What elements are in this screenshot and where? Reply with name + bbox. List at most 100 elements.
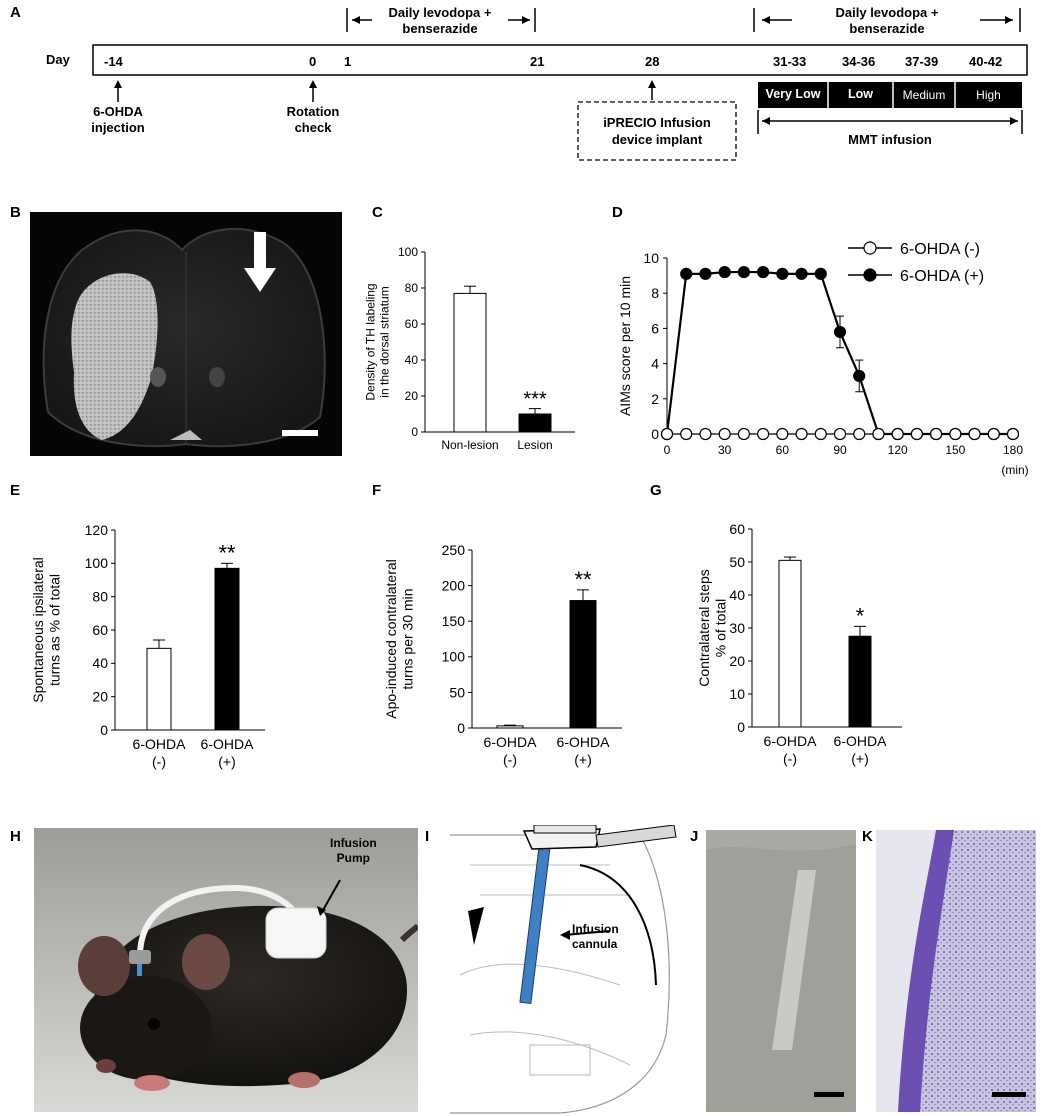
day-31-33: 31-33 <box>773 54 807 69</box>
k-scale-bar <box>992 1092 1026 1097</box>
chart-e-spontaneous: 0 20 40 60 80 100 120 Spontaneous ipsilateraltu… <box>30 522 265 770</box>
panel-label-h: H <box>10 828 21 845</box>
pump-pointer <box>321 879 341 913</box>
chart-c-bar-0 <box>453 292 487 433</box>
chart-c-category-1: Lesion <box>517 438 552 452</box>
chart-e-ytick-label-6: 120 <box>85 522 109 538</box>
mmt-arrowhead-left <box>762 117 770 125</box>
panel-label-e: E <box>10 482 21 499</box>
chart-f-ytick-label-0: 0 <box>457 720 465 736</box>
chart-c-ytick-label-3: 60 <box>405 317 419 331</box>
bracket1-label: Daily levodopa + benserazide <box>375 5 505 37</box>
chart-e-category-0: 6-OHDA (-) <box>133 736 187 770</box>
chart-e-category-1: 6-OHDA (+) <box>201 736 255 770</box>
panel-label-i: I <box>425 828 430 845</box>
chart-d-point-1-7 <box>795 267 808 280</box>
chart-d-ytick-label-5: 10 <box>643 250 659 266</box>
dose-high: High <box>976 88 1001 102</box>
chart-c-ytick-label-1: 20 <box>405 389 419 403</box>
bracket1-label-line2: benserazide <box>402 21 478 36</box>
cannula-label: Infusion cannula <box>572 922 619 952</box>
chart-d-point-0-1 <box>680 427 693 441</box>
chart-d-point-1-3 <box>718 265 731 279</box>
chart-d-xtick-label-3: 90 <box>833 443 847 457</box>
chart-e-bar-1 <box>214 567 240 731</box>
mouse-head <box>80 976 212 1080</box>
day-28: 28 <box>645 54 660 69</box>
chart-d-ytick-label-0: 0 <box>651 426 659 442</box>
day-1: 1 <box>344 54 352 69</box>
chart-d-point-0-17 <box>987 427 1000 441</box>
chart-d-aims: 0 2 4 6 8 10 0 30 60 90 120 150 180 (min) AIMs score p… <box>617 241 1029 477</box>
chart-d-legend-label-0: 6-OHDA (-) <box>900 241 980 258</box>
arrowhead-iprecio <box>648 80 656 88</box>
cannula-track <box>772 870 816 1050</box>
panel-label-b: B <box>10 204 21 221</box>
chart-d-xunit: (min) <box>1001 463 1028 477</box>
chart-f-ytick-label-4: 200 <box>442 578 466 594</box>
chart-d-point-0-18 <box>1006 427 1020 441</box>
cannula-label-line2: cannula <box>572 937 618 951</box>
chart-c-bar-1 <box>518 413 552 433</box>
chart-d-point-0-6 <box>776 427 789 441</box>
chart-d-point-0-9 <box>833 427 847 441</box>
chart-f-ytick-label-5: 250 <box>442 542 466 558</box>
chart-d-point-0-4 <box>737 427 750 441</box>
chart-d-ytick-label-3: 6 <box>651 320 659 336</box>
panel-label-g: G <box>650 482 662 499</box>
infusion-pump <box>265 907 327 959</box>
cannula-pointer <box>563 930 611 936</box>
chart-g-ytick-label-1: 10 <box>729 686 745 702</box>
pump-label: Infusion Pump <box>330 836 377 866</box>
chart-d-point-1-10 <box>853 369 866 383</box>
iprecio-box <box>577 101 737 161</box>
chart-d-ytick-label-1: 2 <box>651 391 659 407</box>
chart-d-point-0-14 <box>930 427 943 441</box>
timeline-diagram <box>92 8 1028 161</box>
day-0: 0 <box>309 54 317 69</box>
event-iprecio-line2: device implant <box>611 132 703 147</box>
atlas-ventricle <box>468 907 484 945</box>
chart-d-point-0-7 <box>795 427 808 441</box>
dose-low: Low <box>848 87 873 101</box>
cannula-holder-top <box>533 825 597 834</box>
event-iprecio: iPRECIO Infusion device implant <box>580 114 734 148</box>
chart-g-ytick-label-4: 40 <box>729 587 745 603</box>
panel-label-a: A <box>10 4 21 21</box>
chart-d-point-0-3 <box>718 427 731 441</box>
chart-f-category-1: 6-OHDA (+) <box>557 734 611 768</box>
chart-e-ylabel: Spontaneous ipsilateralturns as % of tot… <box>30 557 62 703</box>
k-lumen <box>876 830 936 1112</box>
atlas-nuclei <box>529 1044 591 1076</box>
chart-d-point-1-5 <box>757 265 770 279</box>
day-37-39: 37-39 <box>905 54 939 69</box>
chart-d-point-1-9 <box>833 325 847 339</box>
chart-d-ytick-label-2: 4 <box>651 356 659 372</box>
chart-d-point-1-2 <box>699 267 712 280</box>
event-6ohda-line1: 6-OHDA <box>93 104 143 119</box>
chart-c-significance-1: *** <box>523 389 547 411</box>
bracket2-arrowhead-right <box>1005 16 1013 24</box>
chart-e-ytick-label-1: 20 <box>92 689 108 705</box>
chart-f-bar-0 <box>496 725 524 729</box>
bracket1-arrowhead-left <box>352 16 360 24</box>
mouse-eye <box>148 1018 160 1030</box>
chart-c-ylabel: Density of TH labelingin the dorsal stri… <box>364 283 392 400</box>
bracket1-label-line1: Daily levodopa + <box>388 5 492 20</box>
cannula-tip <box>137 964 142 976</box>
chart-d-legend-marker-0 <box>863 241 877 255</box>
mouse-paw-back <box>288 1072 320 1088</box>
bracket1-arrowhead-right <box>522 16 530 24</box>
bracket2-arrowhead-left <box>762 16 770 24</box>
bracket2-label: Daily levodopa + benserazide <box>812 5 962 37</box>
panel-label-f: F <box>372 482 382 499</box>
chart-f-ytick-label-1: 50 <box>449 684 465 700</box>
mmt-label: MMT infusion <box>848 132 932 147</box>
chart-d-point-0-16 <box>968 427 981 441</box>
bracket2-label-line2: benserazide <box>849 21 925 36</box>
dose-medium: Medium <box>902 88 946 102</box>
chart-f-category-0: 6-OHDA (-) <box>484 734 538 768</box>
chart-g-steps: 0 10 20 30 40 50 60 Contralateral steps% of tot… <box>696 521 902 767</box>
chart-e-significance-1: ** <box>218 540 236 565</box>
panel-label-c: C <box>372 204 383 221</box>
